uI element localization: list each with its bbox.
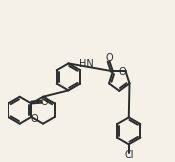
- Text: Cl: Cl: [124, 150, 134, 160]
- Text: HN: HN: [79, 59, 94, 69]
- Text: O: O: [105, 53, 113, 63]
- Text: O: O: [30, 114, 38, 124]
- Text: O: O: [118, 67, 126, 77]
- Text: O: O: [41, 97, 48, 107]
